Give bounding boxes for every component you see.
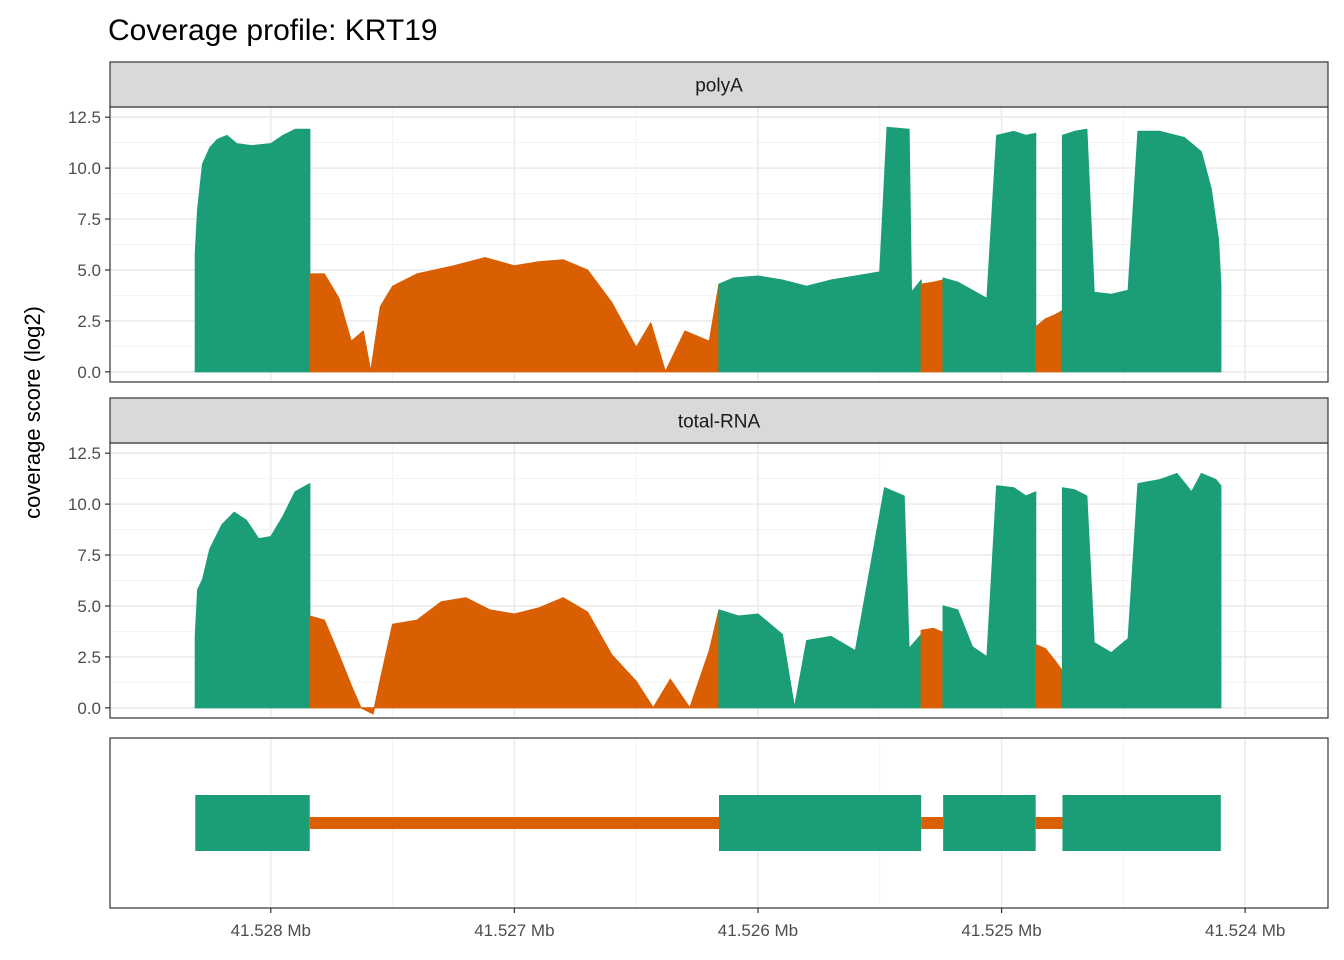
- x-tick-label: 41.527 Mb: [474, 921, 554, 940]
- y-tick-label: 2.5: [77, 312, 101, 331]
- exon-block: [1062, 795, 1221, 851]
- chart-title: Coverage profile: KRT19: [108, 14, 438, 47]
- y-tick-label: 10.0: [68, 159, 101, 178]
- facet-strip: [109, 397, 1329, 444]
- total-RNA-exon-area-6: [1061, 473, 1222, 709]
- y-tick-label: 10.0: [68, 495, 101, 514]
- y-tick-label: 5.0: [77, 261, 101, 280]
- facet-strip: [109, 61, 1329, 108]
- panel-total-RNA: total-RNA 0.0 2.5 5.0 7.5 10.0 12.5: [68, 397, 1329, 719]
- x-axis: 41.528 Mb 41.527 Mb 41.526 Mb 41.525 Mb 41.5…: [231, 908, 1285, 940]
- total-RNA-intron-area-3: [920, 627, 944, 709]
- polyA-intron-area-3: [920, 279, 944, 373]
- facet-strip-label: polyA: [695, 76, 743, 97]
- exon-block: [719, 795, 922, 851]
- intron-bar: [921, 817, 944, 829]
- x-tick-label: 41.525 Mb: [961, 921, 1041, 940]
- x-tick-label: 41.526 Mb: [718, 921, 798, 940]
- y-tick-label: 0.0: [77, 699, 101, 718]
- y-tick-label: 5.0: [77, 597, 101, 616]
- y-tick-label: 7.5: [77, 546, 101, 565]
- total-RNA-exon-area-0: [194, 483, 311, 709]
- total-RNA-exon-area-2: [718, 487, 922, 709]
- exon-block: [195, 795, 310, 851]
- y-tick-label: 12.5: [68, 108, 101, 127]
- x-tick-label: 41.524 Mb: [1205, 921, 1285, 940]
- intron-bar: [309, 817, 719, 829]
- x-tick-label: 41.528 Mb: [231, 921, 311, 940]
- y-tick-label: 2.5: [77, 648, 101, 667]
- gene-model-track: [109, 737, 1329, 909]
- polyA-exon-area-0: [194, 128, 311, 373]
- y-tick-label: 0.0: [77, 363, 101, 382]
- polyA-exon-area-2: [718, 126, 922, 373]
- y-tick-label: 7.5: [77, 210, 101, 229]
- intron-bar: [1035, 817, 1063, 829]
- panels: polyA 0.0 2.5 5.0 7.5 10.0 12.5 total-RNA 0.0 2.5…: [68, 61, 1329, 719]
- total-RNA-exon-area-4: [942, 485, 1037, 709]
- facet-strip-label: total-RNA: [678, 412, 761, 433]
- polyA-exon-area-4: [942, 130, 1037, 373]
- total-RNA-intron-area-1: [309, 597, 720, 715]
- polyA-intron-area-1: [309, 257, 720, 373]
- exon-block: [943, 795, 1036, 851]
- panel-polyA: polyA 0.0 2.5 5.0 7.5 10.0 12.5: [68, 61, 1329, 383]
- gene-track-border: [109, 737, 1329, 909]
- y-tick-label: 12.5: [68, 444, 101, 463]
- y-axis-label: coverage score (log2): [20, 306, 45, 519]
- polyA-exon-area-6: [1061, 128, 1222, 373]
